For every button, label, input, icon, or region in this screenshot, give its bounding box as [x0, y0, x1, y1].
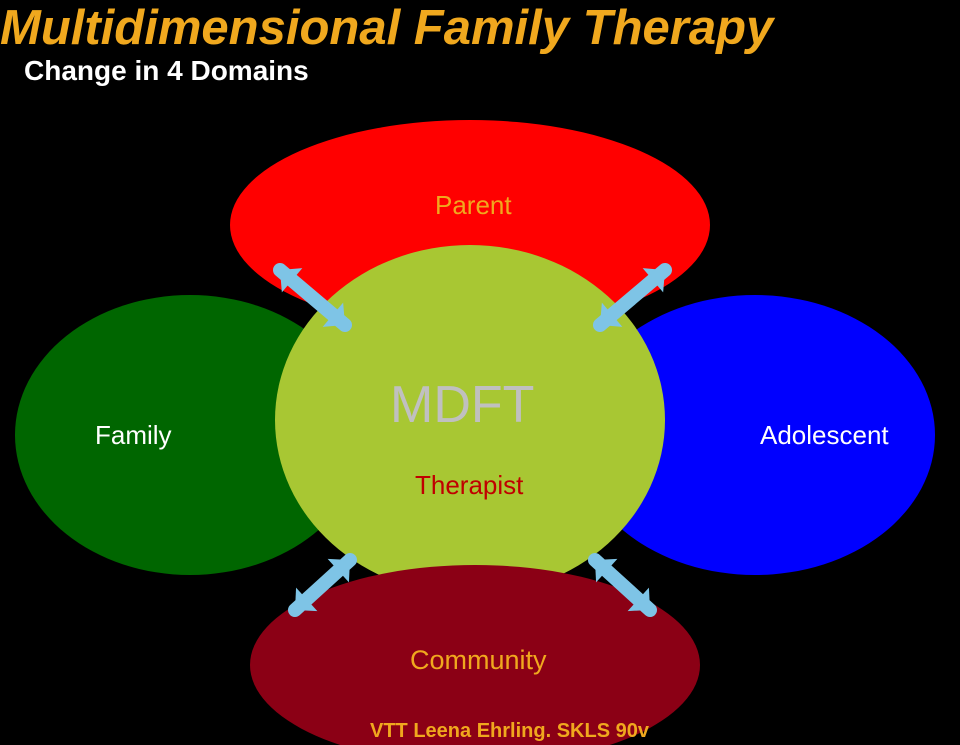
mdft-label: MDFT — [390, 375, 534, 435]
footer-text: VTT Leena Ehrling. SKLS 90v — [370, 720, 649, 743]
therapist-label: Therapist — [415, 470, 523, 501]
page-title: Multidimensional Family Therapy — [0, 0, 773, 56]
page-subtitle: Change in 4 Domains — [24, 55, 309, 87]
adolescent-label: Adolescent — [760, 420, 889, 451]
diagram-stage: Multidimensional Family Therapy Change i… — [0, 0, 960, 745]
community-label: Community — [410, 645, 547, 676]
family-label: Family — [95, 420, 172, 451]
parent-label: Parent — [435, 190, 512, 221]
